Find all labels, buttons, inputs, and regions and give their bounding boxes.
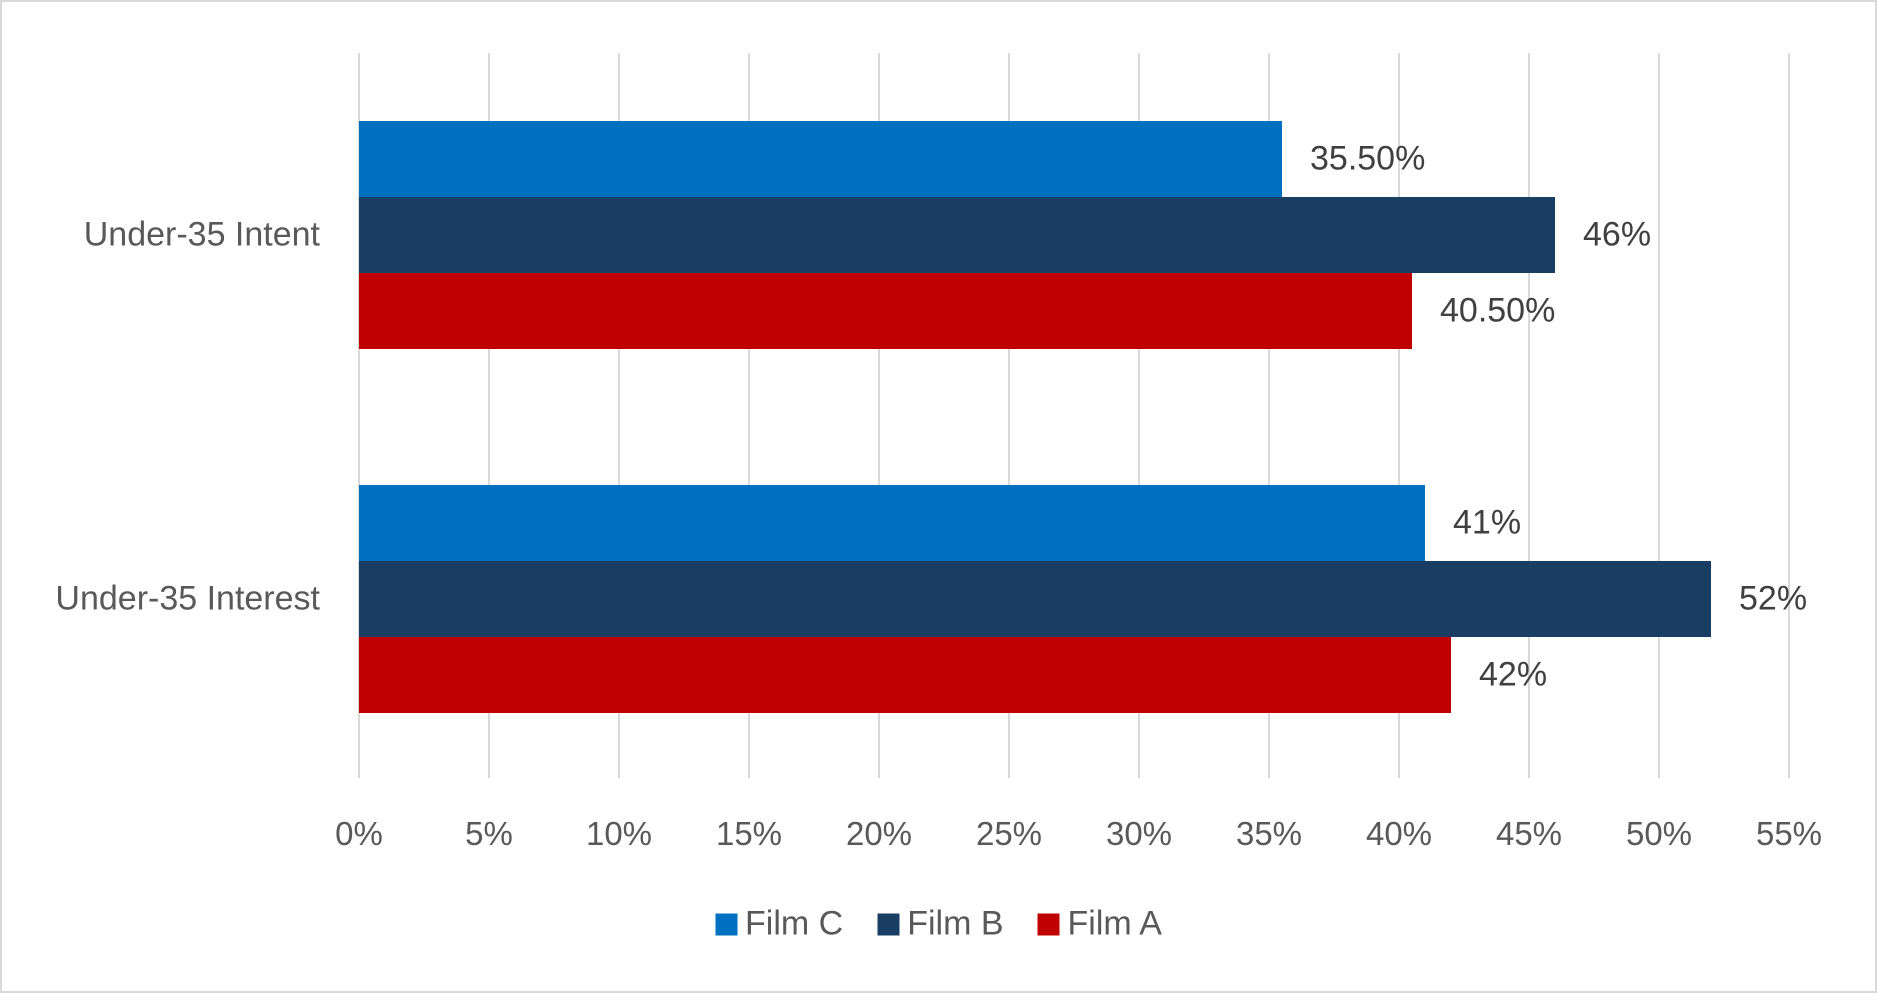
gridline: [488, 53, 490, 778]
gridline: [878, 53, 880, 778]
x-tick-label: 50%: [1625, 815, 1693, 852]
x-tick-label: 40%: [1365, 815, 1433, 852]
data-label: 41%: [1453, 503, 1522, 542]
gridline: [1788, 53, 1790, 778]
x-tick-label: 55%: [1755, 815, 1823, 852]
x-tick-label: 35%: [1235, 815, 1303, 852]
x-tick-label: 20%: [845, 815, 913, 852]
gridline: [618, 53, 620, 778]
x-tick-label: 5%: [465, 815, 513, 852]
legend-item-film-a[interactable]: Film A: [1037, 904, 1162, 944]
bar-film-a[interactable]: [359, 273, 1412, 349]
x-tick-label: 30%: [1105, 815, 1173, 852]
bar-film-c[interactable]: [359, 121, 1282, 197]
bar-film-b[interactable]: [359, 561, 1711, 637]
gridline: [1138, 53, 1140, 778]
x-tick-label: 15%: [715, 815, 783, 852]
plot-area: 35.50% 46% 40.50% 41% 52% 42%: [358, 53, 1807, 778]
bar-film-c[interactable]: [359, 485, 1425, 561]
gridline: [358, 53, 360, 778]
category-label: Under-35 Intent: [83, 215, 320, 254]
legend-item-film-b[interactable]: Film B: [877, 904, 1004, 944]
x-tick-label: 0%: [335, 815, 383, 852]
gridline: [748, 53, 750, 778]
gridline: [1008, 53, 1010, 778]
gridline: [1658, 53, 1660, 778]
data-label: 42%: [1479, 655, 1548, 694]
data-label: 40.50%: [1440, 291, 1556, 330]
bar-film-a[interactable]: [359, 637, 1451, 713]
gridline: [1528, 53, 1530, 778]
legend-item-film-c[interactable]: Film C: [715, 905, 843, 944]
legend-swatch-icon: [877, 913, 900, 935]
legend: Film C Film B Film A: [715, 905, 1162, 944]
category-label: Under-35 Interest: [55, 579, 320, 618]
gridline: [1398, 53, 1400, 778]
legend-swatch-icon: [1037, 913, 1060, 935]
legend-label: Film C: [745, 904, 844, 943]
data-label: 52%: [1739, 579, 1808, 618]
bar-film-b[interactable]: [359, 197, 1555, 273]
legend-label: Film A: [1067, 904, 1162, 943]
gridline: [1268, 53, 1270, 778]
x-tick-label: 45%: [1495, 815, 1563, 852]
x-tick-label: 25%: [975, 815, 1043, 852]
legend-swatch-icon: [715, 913, 738, 935]
data-label: 35.50%: [1310, 139, 1426, 178]
data-label: 46%: [1583, 215, 1652, 254]
x-tick-label: 10%: [585, 815, 653, 852]
legend-label: Film B: [907, 904, 1004, 943]
